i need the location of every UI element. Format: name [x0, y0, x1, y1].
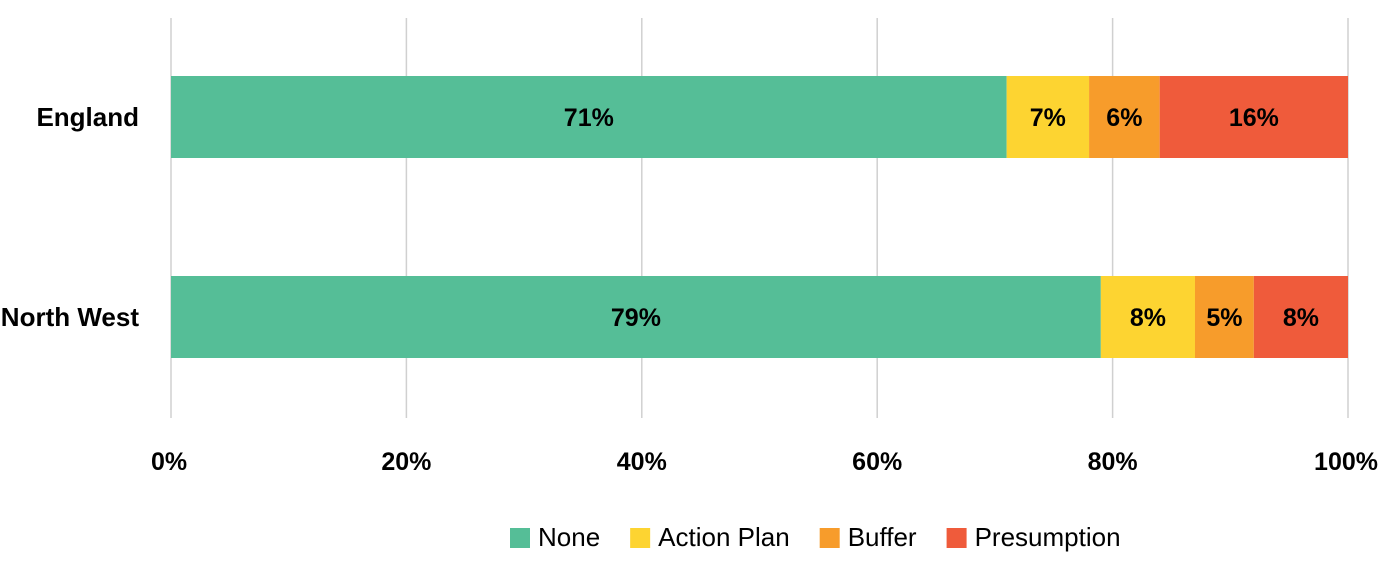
x-tick-label: 20% [381, 448, 431, 476]
x-tick-label: 40% [617, 448, 667, 476]
x-tick-label: 0% [151, 448, 187, 476]
x-tick-label: 80% [1088, 448, 1138, 476]
bar-segment-buffer [1194, 276, 1254, 358]
legend: None Action Plan Buffer Presumption [510, 522, 1121, 552]
data-label: 6% [1106, 104, 1142, 132]
x-tick-label: 100% [1314, 448, 1378, 476]
data-label: 71% [564, 104, 614, 132]
bar-segment-none [171, 276, 1101, 358]
legend-swatch [819, 528, 840, 548]
data-label: 8% [1283, 304, 1319, 332]
bar-segment-presumption [1253, 276, 1348, 358]
bar-segment-buffer [1089, 76, 1160, 158]
bar-segment-action-plan [1006, 76, 1090, 158]
legend-label: None [538, 522, 600, 552]
x-tick-labels: 0% 20% 40% 60% 80% 100% [151, 448, 1378, 476]
data-label: 16% [1229, 104, 1279, 132]
x-tick-label: 60% [852, 448, 902, 476]
legend-swatch [510, 528, 530, 548]
data-label: 7% [1030, 104, 1066, 132]
data-label: 79% [611, 304, 661, 332]
legend-swatch [630, 528, 651, 548]
data-label: 8% [1130, 304, 1166, 332]
bar-segment-action-plan [1100, 276, 1195, 358]
legend-label: Buffer [848, 522, 917, 552]
legend-label: Presumption [975, 522, 1121, 552]
legend-swatch [946, 528, 967, 548]
bar-segment-presumption [1159, 76, 1348, 158]
bars: 71% 7% 6% 16% 79% 8% 5% 8% [171, 76, 1348, 358]
bar-segment-none [171, 76, 1007, 158]
data-label: 5% [1206, 304, 1242, 332]
category-label: North West [1, 302, 140, 332]
category-labels: England North West [1, 102, 140, 332]
legend-label: Action Plan [658, 522, 790, 552]
category-label: England [36, 102, 139, 132]
